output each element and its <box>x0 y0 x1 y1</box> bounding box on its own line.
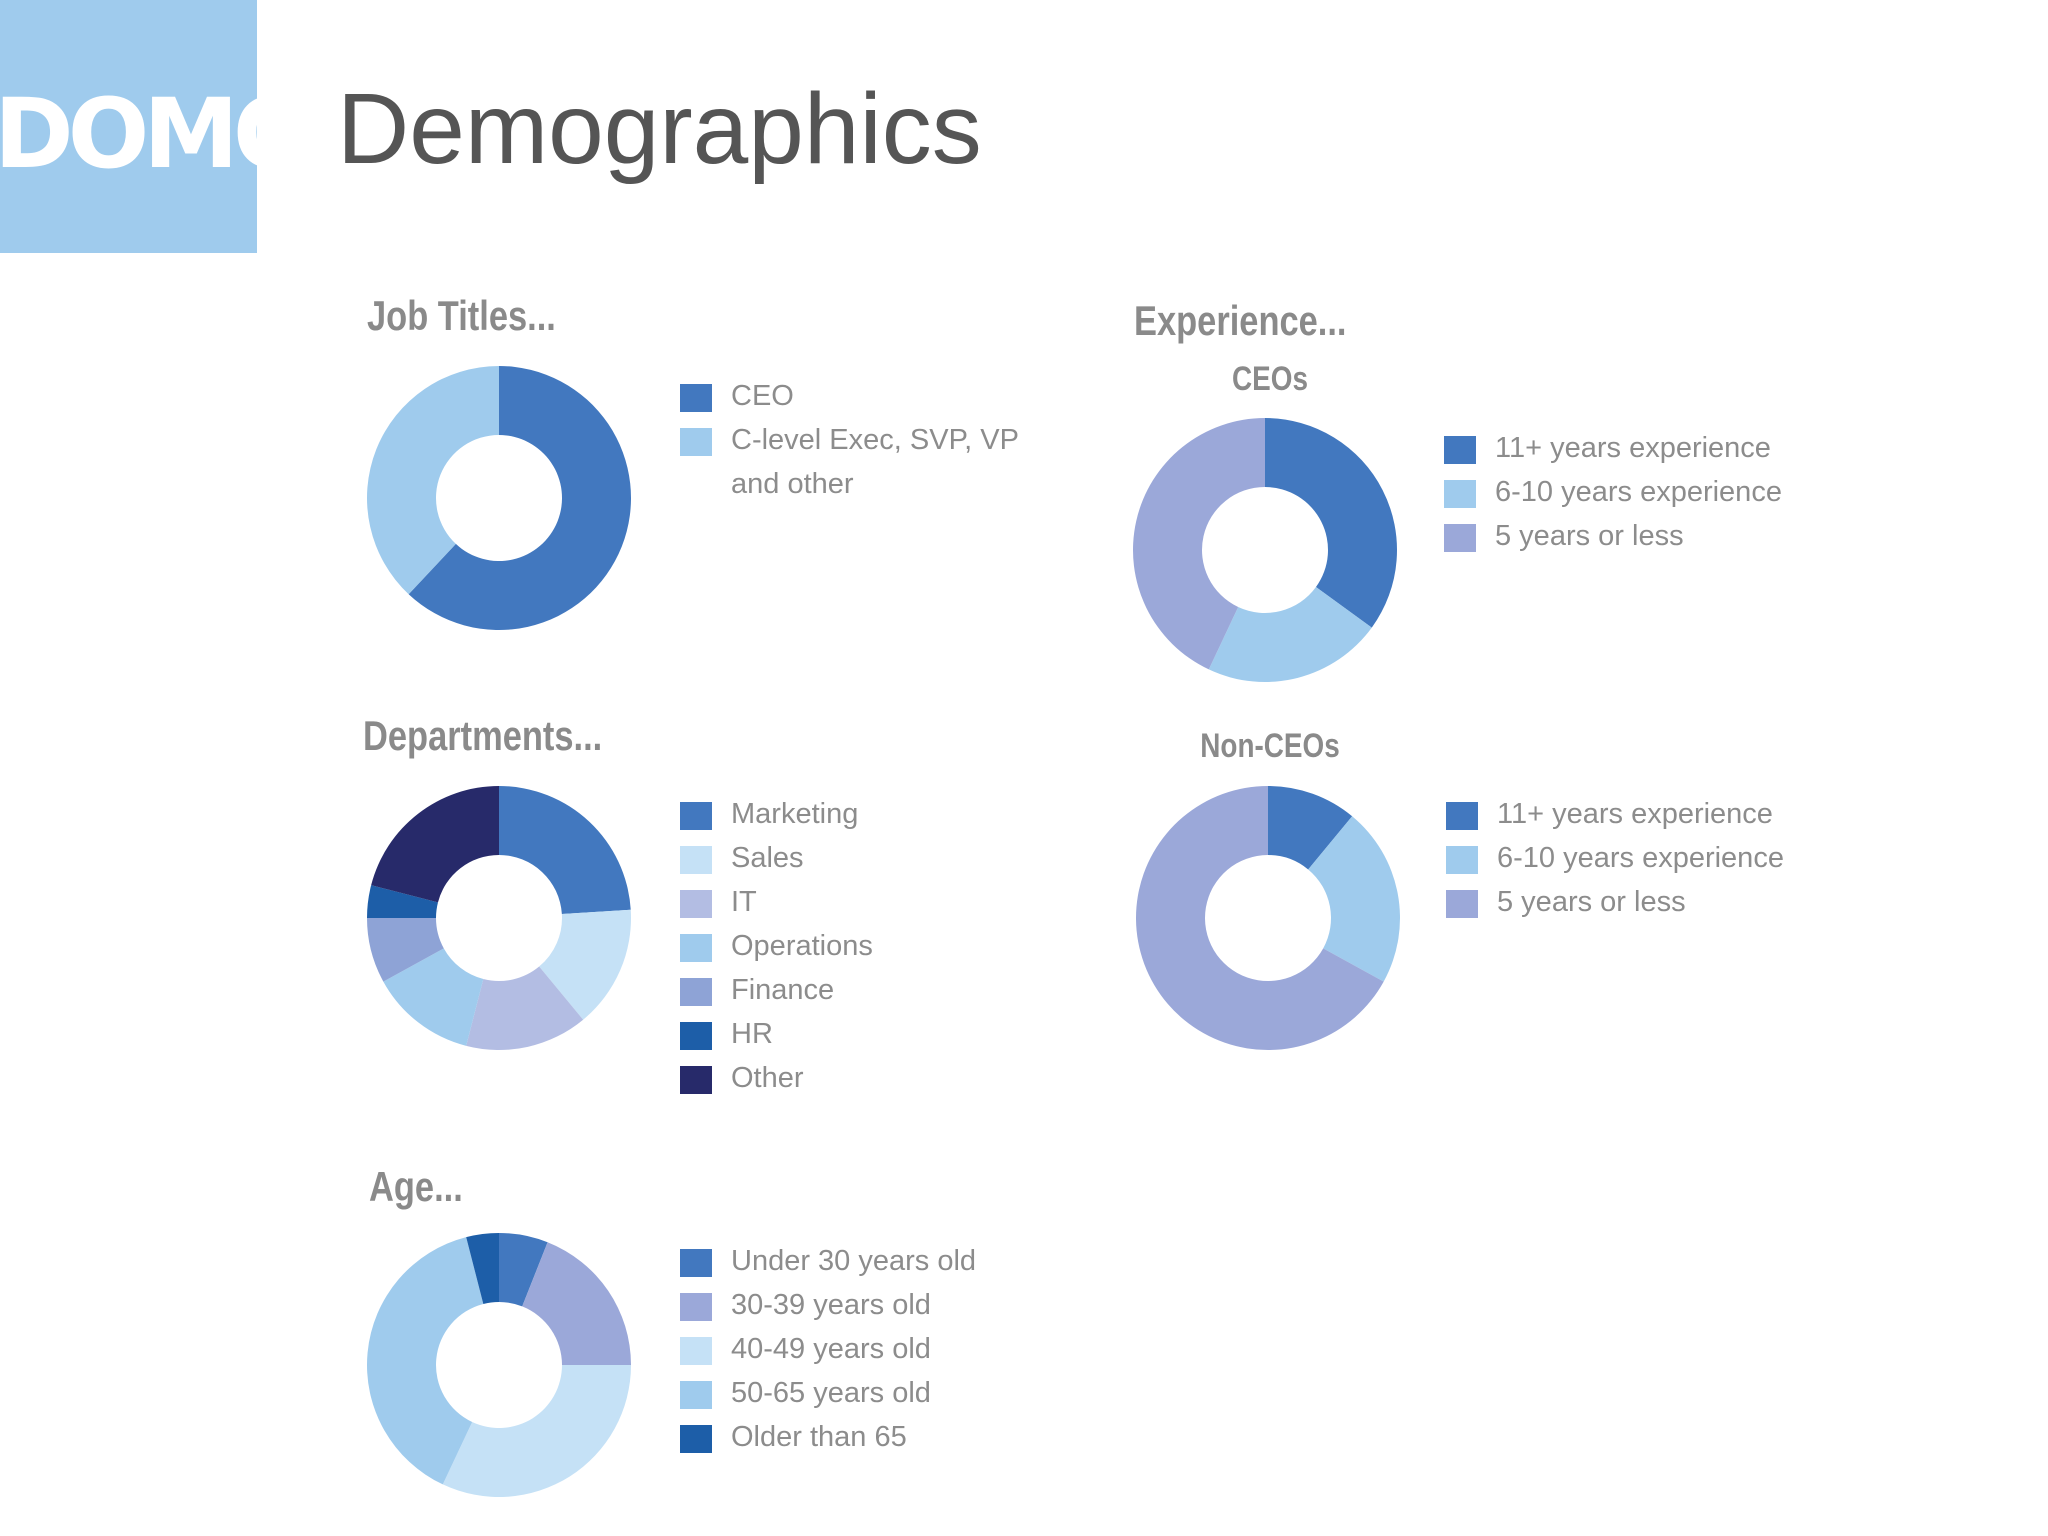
legend-swatch <box>680 846 712 874</box>
legend-swatch <box>680 428 712 456</box>
age-donut <box>367 1233 631 1497</box>
experience-ceos-legend: 11+ years experience 6-10 years experienc… <box>1444 432 1782 566</box>
legend-swatch <box>680 1293 712 1321</box>
legend-item-6-10-years-experience: 6-10 years experience <box>1446 842 1784 888</box>
legend-swatch <box>680 1022 712 1050</box>
departments-title: Departments... <box>363 712 603 759</box>
job-titles-legend: CEO C-level Exec, SVP, VP and other <box>680 380 1071 500</box>
legend-swatch <box>680 384 712 412</box>
legend-swatch <box>1444 480 1476 508</box>
slice-marketing <box>499 786 631 915</box>
experience-non-ceos-donut <box>1136 786 1400 1050</box>
legend-label: 11+ years experience <box>1495 432 1771 464</box>
legend-label: 6-10 years experience <box>1497 842 1784 874</box>
slice-5-years-or-less <box>1133 418 1265 670</box>
legend-swatch <box>680 1381 712 1409</box>
domo-logo: DOMO <box>0 0 257 253</box>
legend-swatch <box>680 934 712 962</box>
slice-ceo <box>408 366 631 630</box>
legend-label: Older than 65 <box>731 1421 907 1453</box>
legend-swatch <box>680 1337 712 1365</box>
legend-label: Other <box>731 1062 804 1094</box>
legend-item-40-49-years-old: 40-49 years old <box>680 1333 976 1379</box>
legend-swatch <box>1444 524 1476 552</box>
legend-item-marketing: Marketing <box>680 798 873 844</box>
legend-item-50-65-years-old: 50-65 years old <box>680 1377 976 1423</box>
legend-label: C-level Exec, SVP, VP and other <box>731 424 1019 500</box>
slice-under-30-years-old <box>499 1233 548 1307</box>
legend-label: CEO <box>731 380 794 412</box>
legend-swatch <box>680 1425 712 1453</box>
slice-5-years-or-less <box>1136 786 1384 1050</box>
legend-label: Finance <box>731 974 835 1006</box>
legend-item-finance: Finance <box>680 974 873 1020</box>
legend-item-c-level-exec-svp-vp-and-other: C-level Exec, SVP, VP and other <box>680 424 1071 500</box>
ceos-subtitle: CEOs <box>1232 360 1308 398</box>
legend-label: 6-10 years experience <box>1495 476 1782 508</box>
legend-label: 5 years or less <box>1495 520 1684 552</box>
slice-6-10-years-experience <box>1208 587 1372 682</box>
slice-11-years-experience <box>1265 418 1397 628</box>
legend-label: 50-65 years old <box>731 1377 931 1409</box>
job-titles-title: Job Titles... <box>367 292 556 339</box>
legend-item-hr: HR <box>680 1018 873 1064</box>
slice-it <box>466 966 584 1050</box>
slice-50-65-years-old <box>367 1237 484 1485</box>
legend-swatch <box>680 890 712 918</box>
legend-swatch <box>1446 802 1478 830</box>
slice-40-49-years-old <box>442 1365 631 1497</box>
slice-finance <box>367 918 444 982</box>
slice-operations <box>383 948 484 1046</box>
slice-hr <box>367 885 438 918</box>
legend-label: 40-49 years old <box>731 1333 931 1365</box>
age-legend: Under 30 years old 30-39 years old 40-49 y… <box>680 1245 976 1467</box>
legend-item-30-39-years-old: 30-39 years old <box>680 1289 976 1335</box>
legend-label: Operations <box>731 930 873 962</box>
slice-other <box>371 786 499 903</box>
legend-swatch <box>680 802 712 830</box>
legend-swatch <box>680 1249 712 1277</box>
legend-item-5-years-or-less: 5 years or less <box>1444 520 1782 566</box>
slice-c-level-exec-svp-vp-and-other <box>367 366 499 595</box>
legend-swatch <box>680 978 712 1006</box>
legend-item-operations: Operations <box>680 930 873 976</box>
legend-item-sales: Sales <box>680 842 873 888</box>
legend-item-11-years-experience: 11+ years experience <box>1446 798 1784 844</box>
legend-label: 30-39 years old <box>731 1289 931 1321</box>
age-title: Age... <box>369 1163 463 1210</box>
legend-swatch <box>680 1066 712 1094</box>
legend-item-it: IT <box>680 886 873 932</box>
legend-swatch <box>1444 436 1476 464</box>
experience-title: Experience... <box>1134 297 1347 344</box>
slice-older-than-65 <box>466 1233 499 1304</box>
legend-item-6-10-years-experience: 6-10 years experience <box>1444 476 1782 522</box>
page-title: Demographics <box>337 73 982 185</box>
experience-ceos-donut <box>1133 418 1397 682</box>
legend-item-other: Other <box>680 1062 873 1108</box>
legend-label: HR <box>731 1018 773 1050</box>
job-titles-donut <box>367 366 631 630</box>
experience-non-ceos-legend: 11+ years experience 6-10 years experienc… <box>1446 798 1784 932</box>
slice-30-39-years-old <box>522 1242 631 1365</box>
legend-label: IT <box>731 886 757 918</box>
legend-item-ceo: CEO <box>680 380 1071 426</box>
departments-donut <box>367 786 631 1050</box>
legend-swatch <box>1446 846 1478 874</box>
logo-text: DOMO <box>0 78 257 190</box>
non-ceos-subtitle: Non-CEOs <box>1200 727 1340 765</box>
legend-item-11-years-experience: 11+ years experience <box>1444 432 1782 478</box>
legend-item-under-30-years-old: Under 30 years old <box>680 1245 976 1291</box>
legend-label: Under 30 years old <box>731 1245 977 1277</box>
legend-label: 5 years or less <box>1497 886 1686 918</box>
legend-item-older-than-65: Older than 65 <box>680 1421 976 1467</box>
legend-label: Sales <box>731 842 804 874</box>
legend-label: 11+ years experience <box>1497 798 1773 830</box>
slice-11-years-experience <box>1268 786 1353 870</box>
departments-legend: Marketing Sales IT Operations Finance HR Other <box>680 798 873 1108</box>
slice-sales <box>539 909 631 1020</box>
legend-item-5-years-or-less: 5 years or less <box>1446 886 1784 932</box>
slice-6-10-years-experience <box>1308 816 1400 982</box>
legend-swatch <box>1446 890 1478 918</box>
legend-label: Marketing <box>731 798 859 830</box>
